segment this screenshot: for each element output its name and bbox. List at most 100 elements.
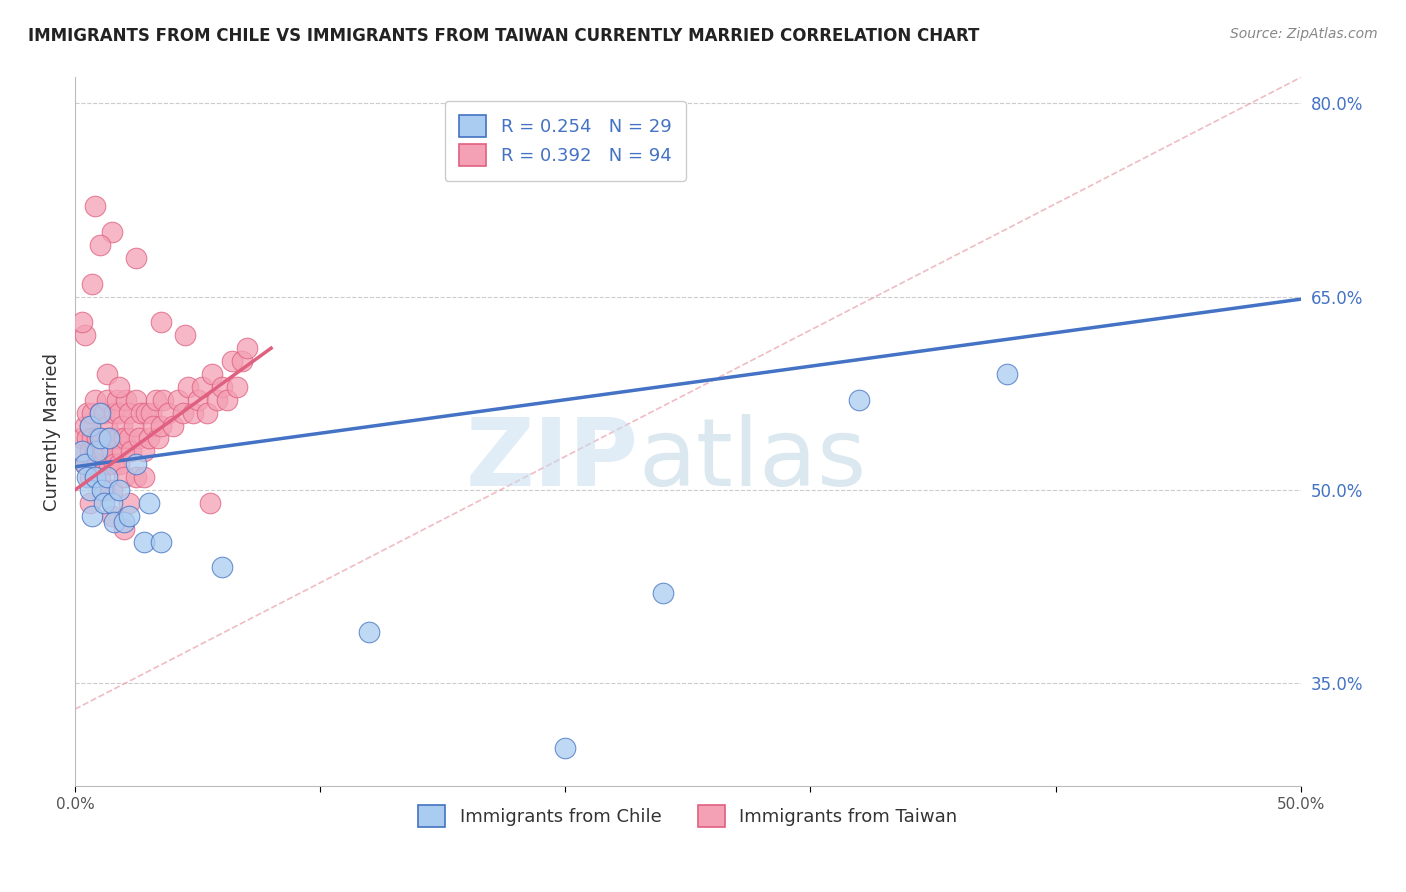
Point: [96, 418, 118, 433]
Point: [83, 470, 105, 484]
Point: [96, 470, 118, 484]
Point: [554, 740, 576, 755]
Point: [145, 392, 167, 407]
Point: [73, 328, 96, 343]
Point: [103, 457, 125, 471]
Point: [93, 496, 115, 510]
Point: [110, 418, 132, 433]
Point: [132, 470, 155, 484]
Point: [128, 431, 150, 445]
Point: [89, 406, 111, 420]
Point: [359, 624, 381, 639]
Point: [89, 444, 111, 458]
Point: [108, 406, 131, 420]
Y-axis label: Currently Married: Currently Married: [44, 353, 60, 511]
Point: [995, 367, 1018, 381]
Point: [118, 406, 141, 420]
Point: [129, 406, 152, 420]
Point: [157, 406, 180, 420]
Point: [73, 418, 96, 433]
Legend: Immigrants from Chile, Immigrants from Taiwan: Immigrants from Chile, Immigrants from T…: [411, 797, 965, 834]
Point: [177, 380, 200, 394]
Point: [72, 431, 94, 445]
Point: [211, 560, 233, 574]
Point: [82, 277, 104, 291]
Point: [132, 444, 155, 458]
Point: [83, 444, 105, 458]
Point: [652, 586, 675, 600]
Point: [221, 354, 243, 368]
Point: [98, 457, 121, 471]
Point: [125, 392, 148, 407]
Text: IMMIGRANTS FROM CHILE VS IMMIGRANTS FROM TAIWAN CURRENTLY MARRIED CORRELATION CH: IMMIGRANTS FROM CHILE VS IMMIGRANTS FROM…: [28, 27, 980, 45]
Point: [73, 457, 96, 471]
Point: [103, 515, 125, 529]
Point: [96, 367, 118, 381]
Point: [79, 418, 101, 433]
Point: [148, 431, 170, 445]
Point: [83, 199, 105, 213]
Point: [172, 406, 194, 420]
Point: [125, 251, 148, 265]
Point: [91, 483, 114, 497]
Point: [118, 508, 141, 523]
Point: [82, 406, 104, 420]
Point: [132, 534, 155, 549]
Point: [86, 444, 108, 458]
Point: [101, 496, 124, 510]
Point: [82, 431, 104, 445]
Point: [235, 341, 257, 355]
Point: [225, 380, 247, 394]
Point: [69, 444, 91, 458]
Point: [112, 515, 135, 529]
Point: [72, 315, 94, 329]
Point: [142, 418, 165, 433]
Point: [138, 496, 160, 510]
Point: [76, 431, 98, 445]
Point: [108, 483, 131, 497]
Point: [108, 380, 131, 394]
Point: [79, 418, 101, 433]
Point: [79, 444, 101, 458]
Point: [93, 444, 115, 458]
Point: [191, 380, 214, 394]
Point: [91, 457, 114, 471]
Point: [231, 354, 253, 368]
Point: [118, 496, 141, 510]
Point: [96, 392, 118, 407]
Point: [162, 418, 184, 433]
Point: [89, 470, 111, 484]
Point: [79, 496, 101, 510]
Point: [82, 508, 104, 523]
Point: [139, 406, 162, 420]
Point: [195, 406, 218, 420]
Point: [848, 392, 870, 407]
Point: [201, 367, 224, 381]
Point: [174, 328, 197, 343]
Point: [101, 483, 124, 497]
Point: [98, 431, 121, 445]
Point: [79, 470, 101, 484]
Point: [149, 418, 172, 433]
Point: [72, 444, 94, 458]
Point: [79, 483, 101, 497]
Point: [82, 457, 104, 471]
Point: [101, 508, 124, 523]
Point: [122, 418, 145, 433]
Point: [118, 431, 141, 445]
Point: [112, 470, 135, 484]
Text: Source: ZipAtlas.com: Source: ZipAtlas.com: [1230, 27, 1378, 41]
Point: [76, 470, 98, 484]
Point: [152, 392, 174, 407]
Point: [76, 406, 98, 420]
Point: [181, 406, 204, 420]
Point: [198, 496, 221, 510]
Point: [112, 522, 135, 536]
Point: [83, 392, 105, 407]
Point: [215, 392, 238, 407]
Point: [101, 444, 124, 458]
Point: [138, 431, 160, 445]
Point: [115, 392, 138, 407]
Point: [211, 380, 233, 394]
Point: [135, 406, 157, 420]
